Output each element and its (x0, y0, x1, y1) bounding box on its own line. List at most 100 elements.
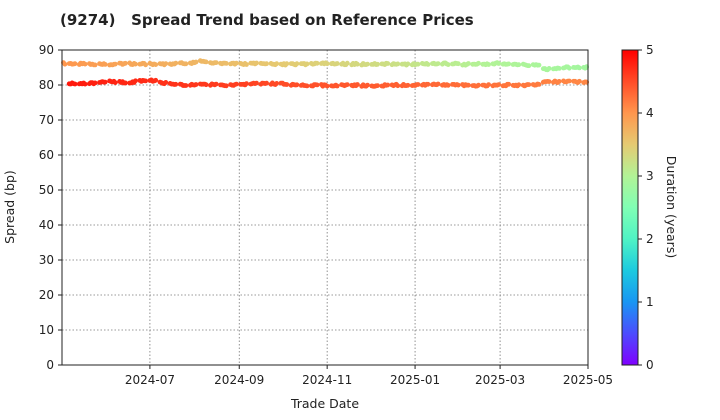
data-point (556, 79, 562, 84)
data-point (274, 61, 280, 67)
data-point (536, 82, 542, 87)
data-point (264, 80, 269, 86)
data-point (223, 61, 229, 66)
data-point (395, 83, 401, 89)
grid-lines (62, 50, 588, 365)
x-tick-label: 2025-03 (475, 373, 525, 387)
data-point (102, 79, 108, 85)
data-point (405, 82, 411, 88)
data-point (183, 83, 189, 88)
data-point (213, 81, 219, 87)
data-point (334, 83, 340, 89)
data-point (566, 65, 572, 71)
data-point (112, 61, 118, 67)
data-point (234, 81, 239, 87)
data-point (476, 60, 481, 66)
data-point (92, 80, 98, 86)
data-point (506, 81, 512, 87)
y-axis-label: Spread (bp) (2, 170, 17, 244)
data-point (365, 82, 370, 88)
data-point (193, 82, 199, 87)
data-point (536, 62, 542, 68)
data-point (183, 61, 189, 67)
data-point (445, 82, 451, 88)
colorbar (621, 49, 639, 366)
data-point (385, 82, 391, 88)
data-point (203, 59, 209, 65)
data-point (143, 78, 149, 84)
data-point (577, 65, 582, 71)
data-point (486, 82, 491, 87)
data-point (355, 82, 360, 87)
y-tick-label: 10 (39, 323, 54, 337)
data-point (516, 82, 522, 88)
y-tick-label: 70 (39, 113, 54, 127)
data-point (385, 61, 391, 66)
data-point (365, 61, 370, 67)
data-point (153, 77, 159, 83)
y-tick-label: 90 (39, 43, 54, 57)
plot-area-frame (61, 49, 589, 366)
data-point (314, 60, 320, 66)
data-point (264, 61, 269, 67)
colorbar-ticks: 0 1 2 3 4 5 (638, 43, 654, 372)
colorbar-tick-label: 2 (646, 232, 654, 246)
chart-title: (9274) Spread Trend based on Reference P… (60, 11, 474, 29)
y-tick-label: 20 (39, 288, 54, 302)
data-point (254, 80, 259, 86)
data-point (405, 61, 411, 67)
data-point (344, 60, 350, 66)
data-point (133, 61, 138, 67)
data-point (496, 61, 502, 66)
data-point (163, 80, 169, 85)
data-point (526, 82, 532, 87)
colorbar-tick-label: 0 (646, 358, 654, 372)
data-point (455, 82, 461, 88)
data-point (244, 81, 249, 86)
data-point (123, 60, 128, 66)
data-point (425, 62, 431, 67)
colorbar-tick-label: 5 (646, 43, 654, 57)
colorbar-tick-label: 1 (646, 295, 654, 309)
data-point (304, 61, 310, 67)
data-point (304, 83, 310, 89)
data-point (466, 82, 471, 88)
data-point (82, 61, 88, 67)
data-point (173, 81, 179, 87)
data-point (72, 61, 78, 67)
data-point (324, 83, 330, 89)
data-point (163, 61, 169, 66)
data-point (455, 61, 461, 67)
data-point (294, 82, 300, 88)
y-axis-ticks: 0 10 20 30 40 50 60 70 80 90 (39, 43, 62, 372)
data-point (284, 82, 290, 87)
data-point (435, 81, 441, 87)
data-point (334, 61, 340, 66)
data-point (213, 60, 219, 65)
data-point (153, 62, 159, 67)
data-point (112, 80, 118, 85)
colorbar-tick-label: 4 (646, 106, 654, 120)
data-point (123, 80, 128, 86)
data-point (395, 61, 401, 67)
data-point (102, 62, 108, 67)
data-point (425, 81, 431, 87)
y-tick-label: 40 (39, 218, 54, 232)
data-point (143, 62, 149, 68)
data-point (82, 81, 88, 87)
data-point (546, 66, 552, 71)
data-point (274, 81, 280, 86)
data-point (566, 78, 572, 84)
y-tick-label: 30 (39, 253, 54, 267)
data-point (577, 78, 582, 84)
x-axis-ticks: 2024-07 2024-09 2024-11 2025-01 2025-03 2025-… (125, 365, 613, 387)
y-tick-label: 60 (39, 148, 54, 162)
data-point (244, 62, 249, 67)
y-tick-label: 80 (39, 78, 54, 92)
x-tick-label: 2024-11 (302, 373, 352, 387)
data-point (516, 62, 522, 68)
y-tick-label: 0 (46, 358, 54, 372)
data-point (415, 61, 421, 67)
data-point (203, 82, 209, 88)
